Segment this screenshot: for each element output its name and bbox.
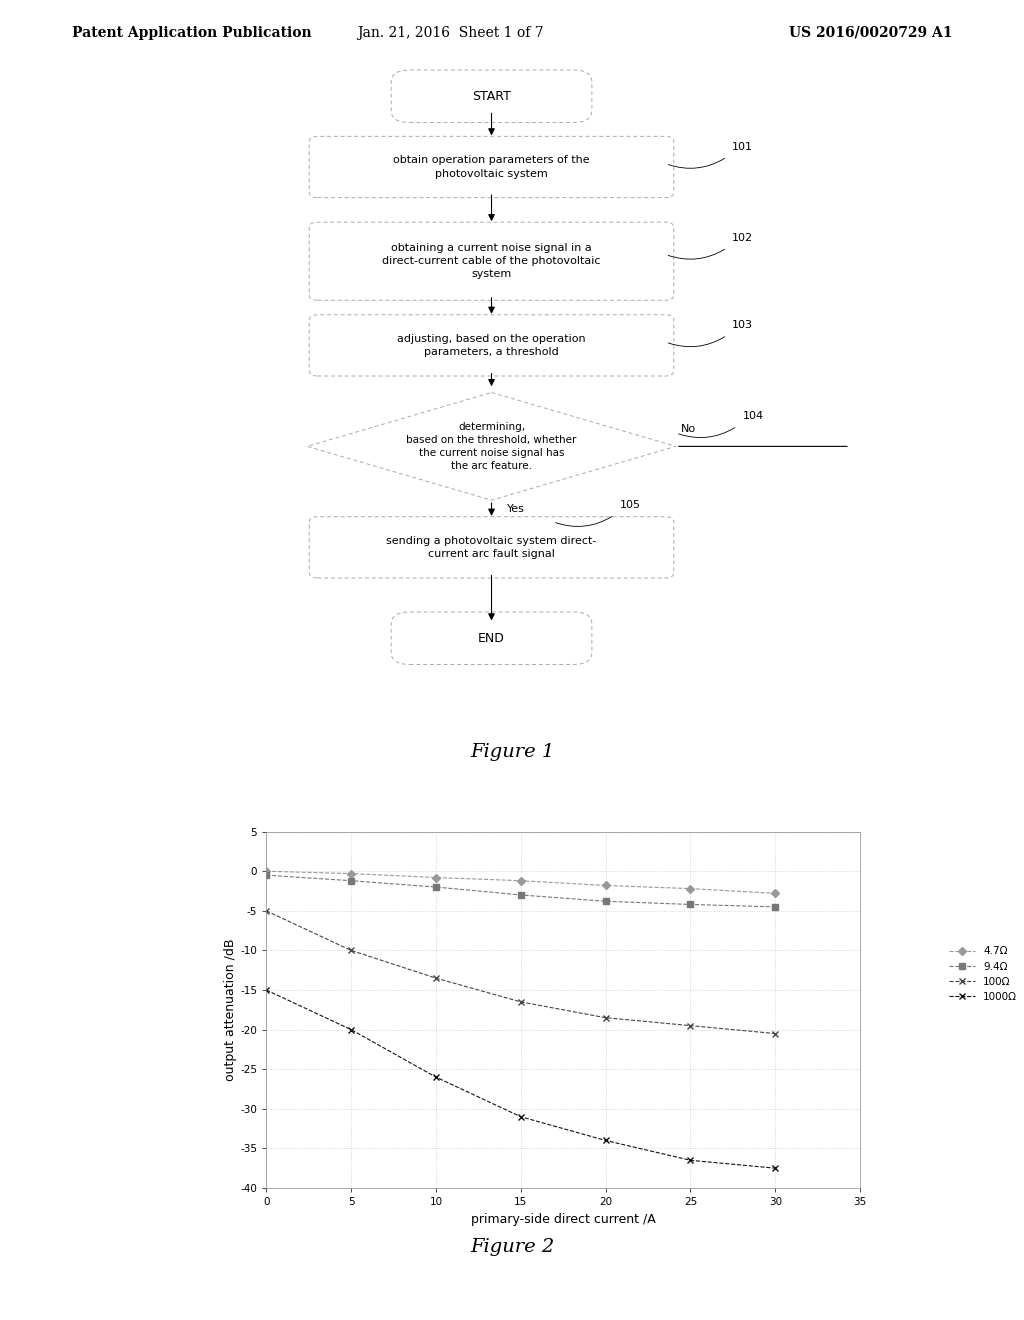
100Ω [769, 1026, 781, 1041]
Text: US 2016/0020729 A1: US 2016/0020729 A1 [788, 26, 952, 40]
1000Ω [769, 1160, 781, 1176]
1000Ω [599, 1133, 611, 1148]
Polygon shape [307, 392, 676, 500]
Text: START: START [472, 90, 511, 103]
4.7Ω [515, 873, 527, 888]
100Ω [599, 1010, 611, 1026]
Text: 103: 103 [732, 321, 754, 330]
4.7Ω [260, 863, 272, 879]
Text: Yes: Yes [507, 504, 524, 513]
Line: 100Ω: 100Ω [263, 908, 778, 1036]
FancyBboxPatch shape [309, 314, 674, 376]
4.7Ω [599, 878, 611, 894]
100Ω [684, 1018, 696, 1034]
Text: obtain operation parameters of the
photovoltaic system: obtain operation parameters of the photo… [393, 156, 590, 178]
1000Ω [515, 1109, 527, 1125]
Line: 9.4Ω: 9.4Ω [263, 873, 778, 909]
100Ω [345, 942, 357, 958]
Text: sending a photovoltaic system direct-
current arc fault signal: sending a photovoltaic system direct- cu… [386, 536, 597, 558]
Text: No: No [681, 424, 696, 434]
Line: 1000Ω: 1000Ω [263, 987, 778, 1171]
Y-axis label: output attenuation /dB: output attenuation /dB [224, 939, 238, 1081]
FancyBboxPatch shape [391, 70, 592, 123]
FancyBboxPatch shape [309, 136, 674, 198]
Line: 4.7Ω: 4.7Ω [263, 869, 778, 896]
9.4Ω [599, 894, 611, 909]
Text: adjusting, based on the operation
parameters, a threshold: adjusting, based on the operation parame… [397, 334, 586, 356]
Text: 105: 105 [620, 500, 641, 510]
Text: obtaining a current noise signal in a
direct-current cable of the photovoltaic
s: obtaining a current noise signal in a di… [382, 243, 601, 280]
9.4Ω [684, 896, 696, 912]
FancyBboxPatch shape [309, 516, 674, 578]
Text: Jan. 21, 2016  Sheet 1 of 7: Jan. 21, 2016 Sheet 1 of 7 [357, 26, 544, 40]
100Ω [260, 903, 272, 919]
Text: Patent Application Publication: Patent Application Publication [72, 26, 311, 40]
Legend: 4.7Ω, 9.4Ω, 100Ω, 1000Ω: 4.7Ω, 9.4Ω, 100Ω, 1000Ω [944, 942, 1021, 1006]
100Ω [430, 970, 442, 986]
9.4Ω [430, 879, 442, 895]
9.4Ω [345, 873, 357, 888]
9.4Ω [260, 867, 272, 883]
Text: 104: 104 [742, 411, 764, 421]
1000Ω [430, 1069, 442, 1085]
9.4Ω [515, 887, 527, 903]
100Ω [515, 994, 527, 1010]
4.7Ω [769, 886, 781, 902]
Text: END: END [478, 632, 505, 644]
9.4Ω [769, 899, 781, 915]
Text: Figure 2: Figure 2 [470, 1238, 554, 1257]
Text: determining,
based on the threshold, whether
the current noise signal has
the ar: determining, based on the threshold, whe… [407, 421, 577, 471]
4.7Ω [684, 880, 696, 896]
X-axis label: primary-side direct current /A: primary-side direct current /A [471, 1213, 655, 1225]
1000Ω [345, 1022, 357, 1038]
FancyBboxPatch shape [391, 612, 592, 664]
1000Ω [684, 1152, 696, 1168]
4.7Ω [430, 870, 442, 886]
4.7Ω [345, 866, 357, 882]
Text: 101: 101 [732, 141, 754, 152]
Text: Figure 1: Figure 1 [470, 743, 554, 762]
1000Ω [260, 982, 272, 998]
FancyBboxPatch shape [309, 222, 674, 300]
Text: 102: 102 [732, 232, 754, 243]
